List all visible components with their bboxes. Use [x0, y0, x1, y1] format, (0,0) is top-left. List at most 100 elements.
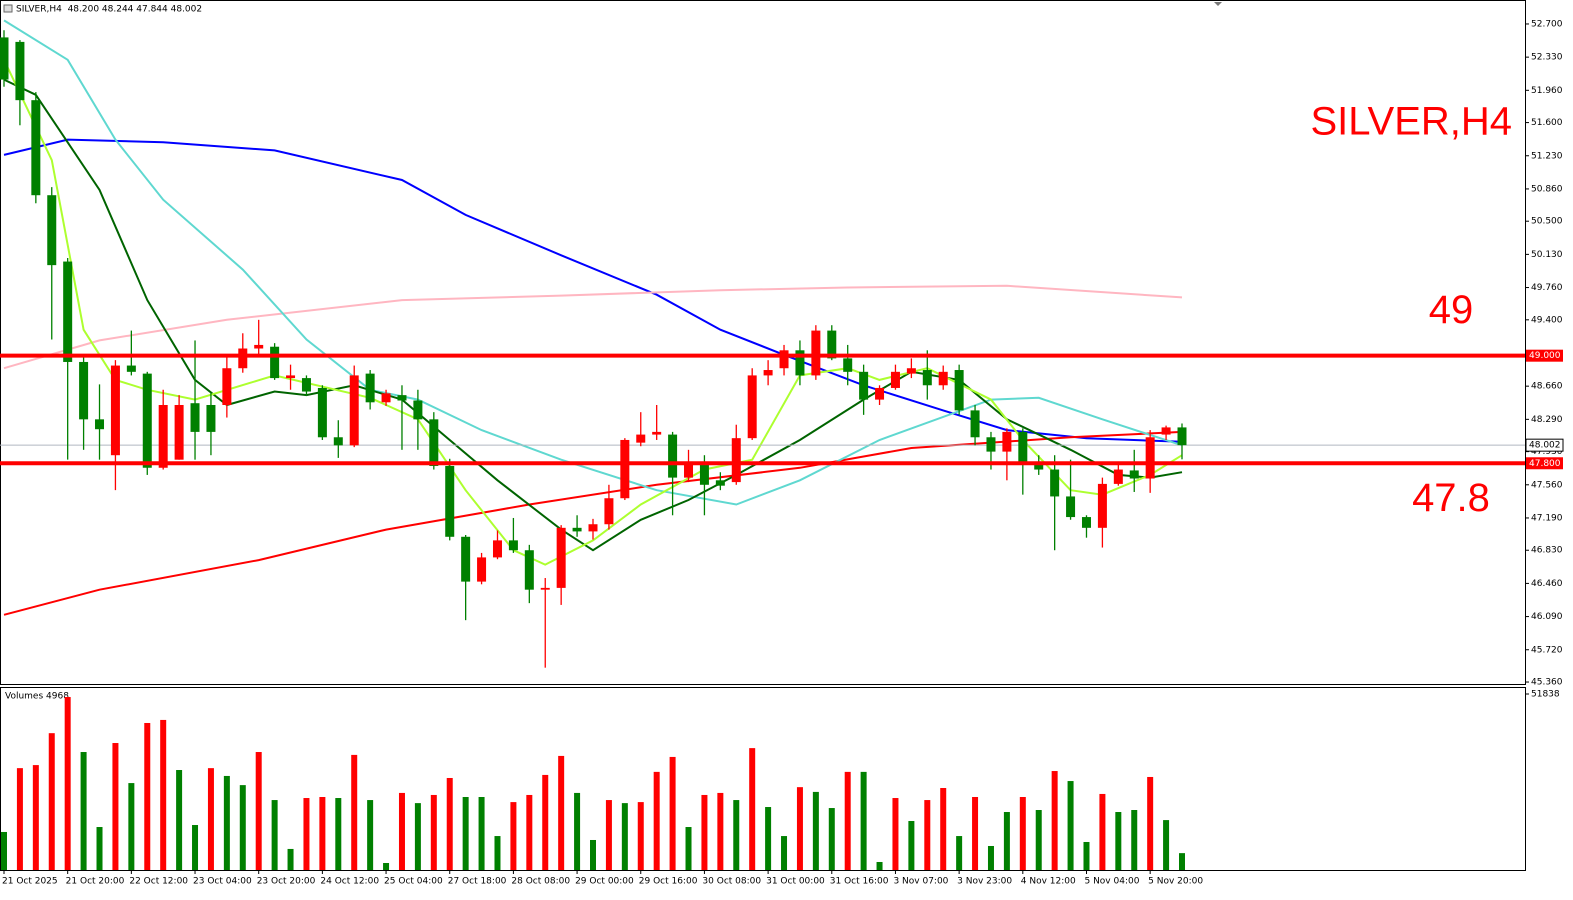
- candle-body: [859, 371, 869, 400]
- moving-average: [3, 78, 1183, 552]
- volume-title: Volumes 4968: [5, 692, 69, 702]
- price-panel: [0, 0, 1526, 685]
- y-tick-label: 50.860: [1531, 184, 1563, 194]
- volume-bar: [605, 800, 612, 870]
- volume-bar: [430, 794, 437, 870]
- volume-bar: [892, 798, 899, 870]
- volume-bar: [844, 771, 851, 870]
- volume-bar: [494, 836, 501, 870]
- volume-bar: [1, 831, 7, 870]
- volume-bar: [414, 803, 421, 870]
- y-tick-label: 48.290: [1531, 415, 1563, 425]
- candle-body: [588, 524, 598, 532]
- candle-body: [572, 527, 582, 532]
- volume-bar: [653, 771, 660, 870]
- volume-bar: [1019, 797, 1026, 870]
- y-tick-label: 48.660: [1531, 382, 1563, 392]
- candle-body: [540, 587, 550, 590]
- volume-bar: [1131, 810, 1138, 870]
- candle-body: [15, 41, 25, 101]
- symbol-icon: [3, 4, 13, 13]
- candle-body: [779, 350, 789, 369]
- y-tick-label: 50.130: [1531, 250, 1563, 260]
- x-tick-label: 23 Oct 20:00: [257, 877, 316, 887]
- volume-bar: [287, 848, 294, 870]
- candle-body: [190, 403, 200, 432]
- candle-body: [63, 261, 73, 362]
- volume-bar: [876, 861, 883, 870]
- volume-bar: [1147, 776, 1154, 870]
- volume-bar: [255, 752, 262, 870]
- candle-body: [349, 375, 359, 446]
- candle-body: [508, 540, 518, 551]
- volume-bar: [669, 756, 676, 870]
- candle-body: [397, 395, 407, 401]
- volume-bar: [48, 733, 55, 870]
- candle-body: [381, 393, 391, 403]
- candle-body: [206, 404, 216, 432]
- volume-bar: [303, 798, 310, 870]
- volume-bar: [478, 797, 485, 870]
- x-tick-label: 23 Oct 04:00: [193, 877, 252, 887]
- x-tick-label: 22 Oct 12:00: [129, 877, 188, 887]
- volume-bar: [271, 800, 278, 870]
- volume-bar: [32, 765, 39, 870]
- x-tick-label: 29 Oct 00:00: [575, 877, 634, 887]
- y-tick-label: 51.960: [1531, 86, 1563, 96]
- candle-body: [1113, 469, 1123, 484]
- x-tick-label: 4 Nov 12:00: [1021, 877, 1076, 887]
- volume-panel: [0, 687, 1526, 871]
- candle-body: [731, 438, 741, 483]
- chart-header: SILVER,H4 48.200 48.244 47.844 48.002: [16, 5, 202, 15]
- candle-body: [699, 461, 709, 485]
- volume-bar: [160, 719, 167, 870]
- candle-body: [1177, 427, 1187, 446]
- candle-body: [970, 410, 980, 438]
- volume-bar: [207, 768, 214, 870]
- volume-bar: [96, 827, 103, 870]
- x-tick-label: 28 Oct 08:00: [511, 877, 570, 887]
- volume-bar: [1083, 841, 1090, 870]
- candle-body: [986, 437, 996, 452]
- y-tick-label: 45.720: [1531, 645, 1563, 655]
- volume-bar: [781, 836, 788, 870]
- level-price-label: 49.000: [1529, 351, 1561, 361]
- volume-bar: [558, 755, 565, 870]
- volume-bar: [749, 748, 756, 870]
- volume-bar: [446, 777, 453, 870]
- volume-bar: [80, 752, 87, 870]
- x-tick-label: 21 Oct 20:00: [66, 877, 125, 887]
- x-tick-label: 31 Oct 00:00: [766, 877, 825, 887]
- candle-body: [270, 346, 280, 379]
- candle-body: [763, 370, 773, 376]
- shift-marker: [1214, 2, 1222, 6]
- volume-bar: [1067, 781, 1074, 870]
- volume-bar: [223, 775, 230, 870]
- candle-body: [1129, 470, 1139, 479]
- candle-body: [429, 419, 439, 466]
- candle-body: [301, 378, 311, 392]
- candle-body: [126, 365, 136, 372]
- level-price-label: 47.800: [1529, 459, 1561, 469]
- candle-body: [492, 540, 502, 558]
- volume-bar: [956, 836, 963, 870]
- last-price-label: 48.002: [1529, 441, 1561, 451]
- y-tick-label: 47.190: [1531, 513, 1563, 523]
- candle-body: [1018, 431, 1028, 462]
- candle-body: [795, 350, 805, 376]
- candle-body: [142, 373, 152, 468]
- candle-body: [317, 387, 327, 438]
- y-tick-label: 46.460: [1531, 579, 1563, 589]
- level-annotation: 47.8: [1412, 476, 1490, 520]
- volume-bar: [367, 800, 374, 870]
- y-tick-label: 52.330: [1531, 53, 1563, 63]
- volume-bar: [239, 785, 246, 870]
- candle-body: [79, 361, 89, 420]
- candle-body: [1034, 461, 1044, 470]
- candle-body: [0, 37, 9, 80]
- x-tick-label: 5 Nov 20:00: [1148, 877, 1203, 887]
- candle-body: [1066, 496, 1076, 518]
- candle-body: [286, 375, 296, 379]
- x-tick-label: 30 Oct 08:00: [702, 877, 761, 887]
